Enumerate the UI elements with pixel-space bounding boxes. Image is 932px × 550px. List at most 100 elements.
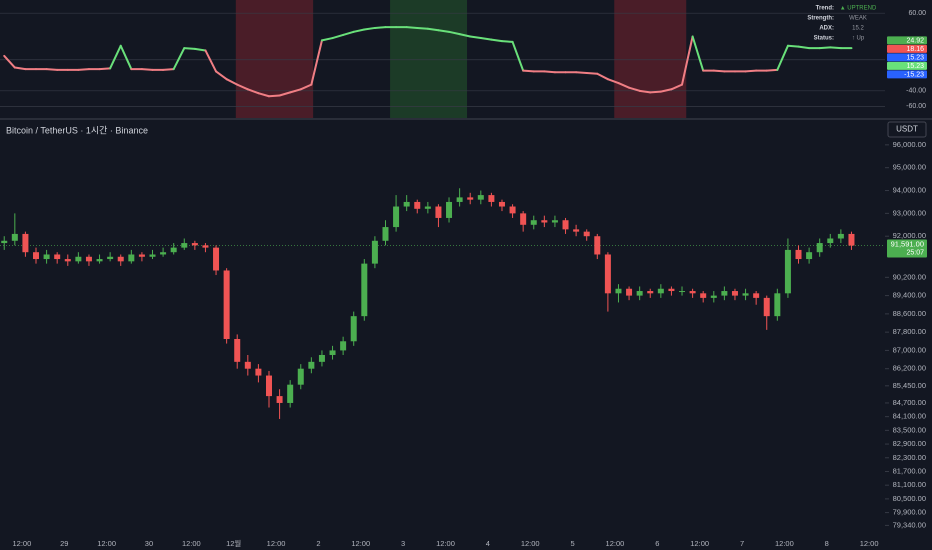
- indicator-segment: [3, 54, 16, 69]
- candle-body: [573, 229, 580, 232]
- x-tick-label: 12:00: [860, 539, 879, 548]
- indicator-segment: [448, 30, 461, 36]
- info-key: Trend:: [816, 6, 834, 12]
- candle-body: [22, 233, 29, 253]
- x-tick-label: 4: [486, 539, 490, 548]
- candle-body: [54, 254, 61, 260]
- x-tick-label: 29: [60, 539, 68, 548]
- candle-body: [806, 252, 813, 260]
- y-tick-label: -60.00: [906, 103, 926, 110]
- indicator-segment: [543, 70, 556, 74]
- indicator-segment: [437, 29, 451, 33]
- candle-body: [128, 254, 135, 262]
- last-price-box: [887, 239, 927, 258]
- value-label: 15.23: [906, 63, 924, 70]
- x-tick-label: 6: [655, 539, 659, 548]
- value-label-box: [887, 53, 927, 62]
- candle-body: [75, 256, 82, 262]
- y-tick-label: 89,400.00: [893, 291, 926, 300]
- indicator-segment: [225, 78, 239, 86]
- candle-body: [456, 197, 463, 202]
- indicator-segment: [575, 71, 588, 74]
- candle-body: [340, 341, 347, 351]
- indicator-segment: [818, 46, 832, 50]
- candle-body: [414, 201, 421, 209]
- indicator-segment: [342, 30, 355, 36]
- candle-body: [636, 291, 643, 296]
- candle-body: [181, 243, 188, 248]
- value-label: 15.23: [906, 54, 924, 61]
- candle-body: [223, 270, 230, 339]
- value-label-box: [887, 70, 927, 79]
- x-tick-label: 12:00: [436, 539, 455, 548]
- candle-body: [361, 263, 368, 317]
- signal-band: [614, 0, 687, 118]
- candle-body: [816, 243, 823, 253]
- info-key: Strength:: [807, 16, 834, 22]
- symbol-title[interactable]: Bitcoin / TetherUS · 1시간 · Binance: [6, 125, 148, 135]
- indicator-segment: [511, 40, 525, 72]
- candle-body: [191, 243, 198, 246]
- currency-box[interactable]: [887, 121, 927, 138]
- indicator-segment: [246, 88, 260, 95]
- y-tick-label: 85,450.00: [893, 381, 926, 390]
- candle-body: [774, 293, 781, 317]
- indicator-segment: [204, 49, 218, 73]
- indicator-segment: [500, 40, 514, 43]
- y-tick-label: 79,340.00: [893, 520, 926, 529]
- indicator-segment: [183, 47, 196, 50]
- indicator-segment: [681, 35, 694, 86]
- y-tick-label: 81,100.00: [893, 480, 926, 489]
- candle-body: [446, 201, 453, 218]
- x-tick-label: 7: [740, 539, 744, 548]
- value-label: 18.16: [906, 46, 924, 53]
- candle-body: [255, 368, 262, 376]
- y-tick-label: 83,500.00: [893, 425, 926, 434]
- candle-body: [435, 206, 442, 218]
- candle-body: [234, 338, 241, 362]
- candle-body: [827, 238, 834, 244]
- candle-body: [562, 220, 569, 230]
- candle-body: [679, 291, 686, 293]
- candle-body: [350, 316, 357, 342]
- indicator-segment: [691, 35, 705, 72]
- candle-body: [382, 227, 389, 241]
- x-tick-label: 3: [401, 539, 405, 548]
- candle-body: [244, 361, 251, 369]
- candle-body: [265, 375, 272, 397]
- candle-body: [308, 361, 315, 369]
- y-tick-label: 92,000.00: [893, 231, 926, 240]
- indicator-segment: [786, 44, 800, 48]
- indicator-segment: [606, 78, 620, 85]
- candle-body: [202, 245, 209, 248]
- y-tick-label: 84,100.00: [893, 412, 926, 421]
- indicator-segment: [289, 88, 302, 94]
- indicator-segment: [45, 68, 59, 71]
- candle-body: [848, 233, 855, 246]
- last-price-label: 91,591.00: [891, 240, 924, 249]
- indicator-segment: [257, 92, 270, 98]
- candle-body: [403, 201, 410, 207]
- indicator-segment: [278, 91, 292, 97]
- info-value: ▲ UPTREND: [840, 6, 877, 12]
- indicator-segment: [628, 86, 641, 92]
- x-tick-label: 12월: [226, 538, 241, 548]
- candle-body: [96, 259, 103, 262]
- indicator-segment: [797, 45, 811, 50]
- candle-body: [488, 195, 495, 202]
- indicator-segment: [193, 47, 207, 52]
- y-tick-label: 80,500.00: [893, 494, 926, 503]
- y-tick-label: 81,700.00: [893, 466, 926, 475]
- indicator-segment: [162, 68, 175, 71]
- x-tick-label: 12:00: [690, 539, 709, 548]
- candle-body: [287, 384, 294, 403]
- indicator-segment: [310, 39, 323, 86]
- currency[interactable]: USDT: [896, 125, 918, 134]
- signal-band: [390, 0, 468, 118]
- indicator-segment: [469, 35, 482, 40]
- candle-body: [509, 206, 516, 214]
- candle-body: [371, 240, 378, 264]
- candle-body: [170, 247, 177, 253]
- y-tick-label: 84,700.00: [893, 398, 926, 407]
- indicator-segment: [776, 44, 789, 71]
